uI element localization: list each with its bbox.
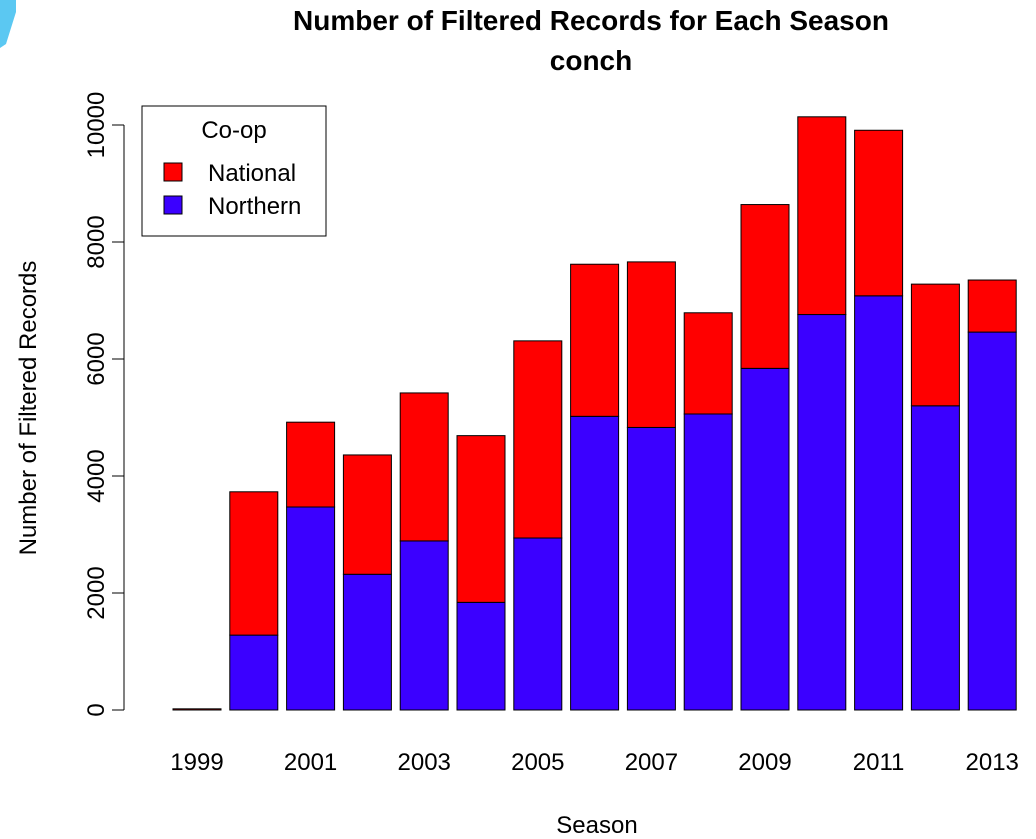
corner-decoration-shape — [0, 0, 16, 48]
bar-northern-2011 — [854, 295, 904, 711]
bar-northern-2010 — [797, 314, 847, 711]
legend-swatch-northern — [163, 195, 183, 215]
y-tick-label: 2000 — [83, 566, 110, 619]
bar-northern-2002 — [342, 573, 392, 711]
y-tick-label: 6000 — [83, 332, 110, 385]
x-tick-label: 1999 — [170, 749, 223, 776]
bar-national-2010 — [797, 116, 847, 316]
x-tick-label: 2007 — [625, 749, 678, 776]
legend-swatch-national — [163, 162, 183, 182]
bar-national-2011 — [854, 129, 904, 297]
y-tick-label: 10000 — [83, 92, 110, 159]
y-tick-label: 4000 — [83, 449, 110, 502]
x-tick-label: 2001 — [284, 749, 337, 776]
bar-national-2008 — [683, 312, 733, 415]
x-tick-label: 2013 — [966, 749, 1019, 776]
bar-national-2005 — [513, 340, 563, 539]
legend-label-northern: Northern — [208, 193, 301, 220]
x-tick-label: 2003 — [398, 749, 451, 776]
x-tick-label: 2011 — [853, 749, 905, 776]
bar-northern-2001 — [286, 506, 336, 711]
bar-national-2000 — [229, 491, 279, 636]
bar-national-2007 — [626, 261, 676, 428]
legend-label-national: National — [208, 160, 296, 187]
bar-national-2009 — [740, 204, 790, 369]
bar-national-2002 — [342, 454, 392, 575]
x-axis: 1999 2001 2003 2005 2007 2009 2011 2013 — [170, 749, 1019, 776]
y-axis: 0 2000 4000 6000 8000 10000 — [83, 92, 125, 717]
bar-northern-2012 — [910, 405, 960, 711]
bar-national-2006 — [570, 263, 620, 417]
bar-northern-2006 — [570, 415, 620, 711]
x-axis-label: Season — [556, 812, 637, 839]
chart-subtitle: conch — [550, 45, 632, 76]
y-tick-label: 8000 — [83, 215, 110, 268]
bar-northern-2007 — [626, 426, 676, 711]
bar-national-2013 — [967, 279, 1017, 333]
x-tick-label: 2005 — [511, 749, 564, 776]
bars-group — [172, 116, 1017, 711]
bar-national-2001 — [286, 421, 336, 508]
y-axis-label: Number of Filtered Records — [15, 261, 42, 556]
bar-northern-2004 — [456, 601, 506, 711]
bar-national-2003 — [399, 392, 449, 542]
y-tick-label: 0 — [83, 703, 110, 716]
legend: Co-op National Northern — [141, 105, 327, 237]
bar-northern-2009 — [740, 367, 790, 711]
bar-northern-2005 — [513, 537, 563, 711]
bar-national-2004 — [456, 435, 506, 603]
bar-national-2012 — [910, 283, 960, 407]
bar-northern-2003 — [399, 540, 449, 711]
legend-title: Co-op — [201, 117, 266, 144]
bar-northern-2013 — [967, 331, 1017, 711]
bar-northern-2000 — [229, 634, 279, 711]
x-tick-label: 2009 — [738, 749, 791, 776]
bar-national-1999 — [172, 708, 222, 711]
bar-northern-2008 — [683, 413, 733, 711]
chart-title: Number of Filtered Records for Each Seas… — [293, 5, 889, 36]
